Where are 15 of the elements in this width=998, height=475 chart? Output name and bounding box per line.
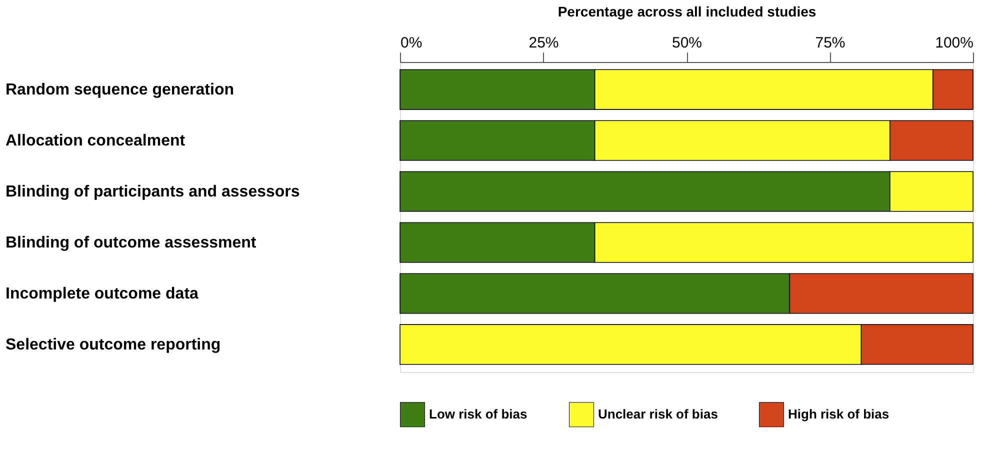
x-tick-label: 0% bbox=[400, 34, 422, 52]
y-tick-label: Random sequence generation bbox=[6, 82, 234, 99]
x-tick-label: 75% bbox=[815, 34, 846, 52]
x-axis-title: Percentage across all included studies bbox=[558, 4, 816, 20]
x-tick-label: 100% bbox=[935, 34, 974, 52]
y-tick-label: Allocation concealment bbox=[6, 132, 186, 150]
x-tick-label: 25% bbox=[528, 34, 559, 52]
legend-label: High risk of bias bbox=[788, 406, 890, 422]
y-tick-label: Blinding of outcome assessment bbox=[6, 234, 257, 252]
y-tick-label: Blinding of participants and assessors bbox=[6, 184, 300, 201]
x-tick-label: 50% bbox=[672, 34, 702, 52]
legend-label: Unclear risk of bias bbox=[598, 406, 718, 422]
legend-label: Low risk of bias bbox=[429, 406, 528, 422]
y-tick-label: Incomplete outcome data bbox=[6, 285, 199, 302]
y-tick-label: Selective outcome reporting bbox=[6, 336, 221, 354]
